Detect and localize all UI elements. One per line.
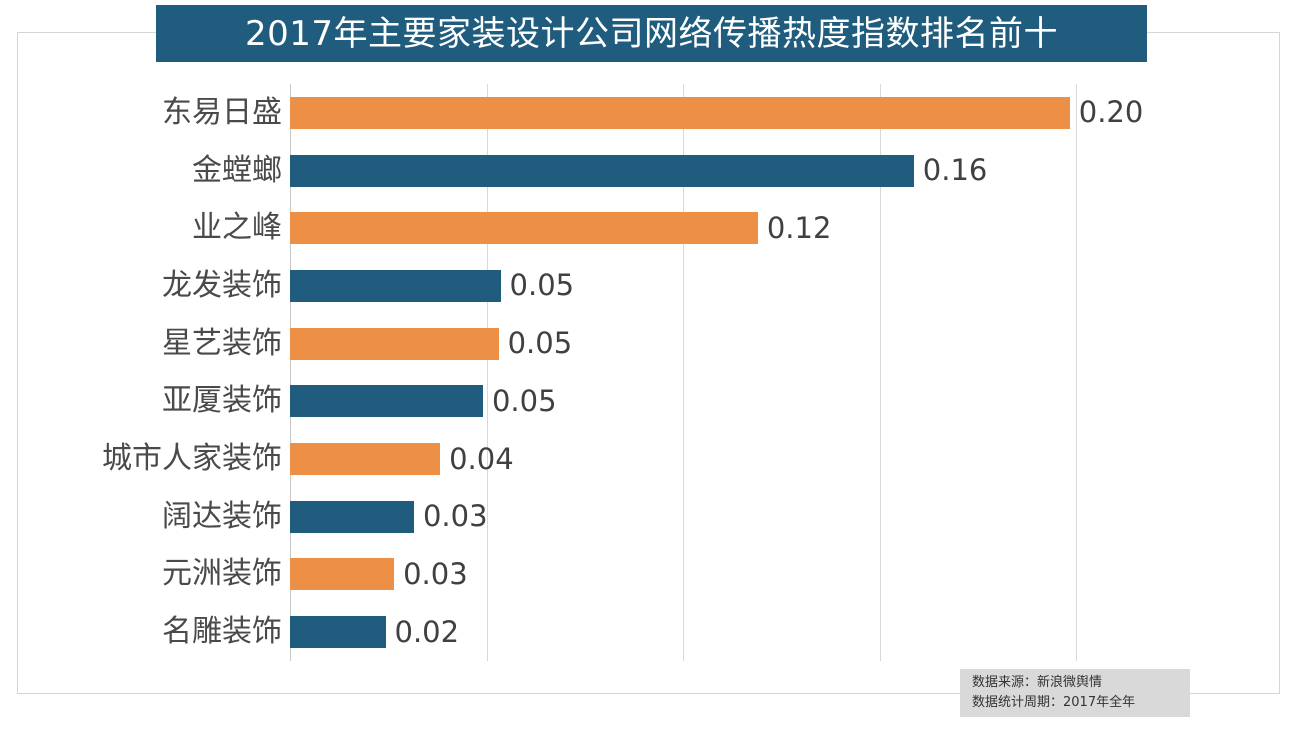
bar-row: 0.16 bbox=[290, 142, 1076, 200]
bar-row: 0.02 bbox=[290, 603, 1076, 661]
value-axis-line bbox=[290, 84, 291, 661]
bar-row: 0.05 bbox=[290, 315, 1076, 373]
bar-value-label: 0.03 bbox=[422, 499, 488, 534]
bar-row: 0.12 bbox=[290, 199, 1076, 257]
gridline bbox=[1076, 84, 1077, 661]
bar-value-label: 0.04 bbox=[449, 441, 514, 476]
category-label: 东易日盛 bbox=[162, 94, 282, 130]
bar-value-label: 0.05 bbox=[507, 326, 573, 361]
bar[interactable] bbox=[290, 558, 395, 591]
category-label: 龙发装饰 bbox=[162, 267, 282, 303]
gridline bbox=[683, 84, 684, 661]
bar[interactable] bbox=[290, 212, 758, 245]
bar[interactable] bbox=[290, 269, 501, 302]
page-title: 2017年主要家装设计公司网络传播热度指数排名前十 bbox=[244, 13, 1059, 54]
category-label: 亚厦装饰 bbox=[162, 383, 282, 419]
source-note: 数据来源：新浪微舆情 数据统计周期：2017年全年 bbox=[960, 669, 1190, 717]
gridline bbox=[486, 84, 488, 661]
category-label: 元洲装饰 bbox=[162, 556, 282, 592]
bar-row: 0.20 bbox=[290, 84, 1143, 142]
category-label: 金螳螂 bbox=[192, 152, 282, 188]
bar-row: 0.04 bbox=[290, 430, 1076, 488]
bar-row: 0.03 bbox=[290, 546, 1076, 604]
bar-value-label: 0.20 bbox=[1078, 95, 1144, 130]
category-label: 阔达装饰 bbox=[162, 498, 282, 534]
bar[interactable] bbox=[290, 500, 414, 533]
category-label: 星艺装饰 bbox=[162, 325, 282, 361]
period-line: 数据统计周期：2017年全年 bbox=[972, 695, 1136, 710]
category-label: 城市人家装饰 bbox=[102, 441, 282, 477]
bar-row: 0.05 bbox=[290, 373, 1076, 431]
bar[interactable] bbox=[290, 154, 914, 187]
bar[interactable] bbox=[290, 443, 441, 476]
bar-value-label: 0.12 bbox=[766, 210, 832, 245]
bar[interactable] bbox=[290, 616, 386, 649]
source-line: 数据来源：新浪微舆情 bbox=[972, 674, 1103, 690]
bar[interactable] bbox=[290, 96, 1070, 129]
bar-value-label: 0.03 bbox=[403, 556, 468, 591]
bar-value-label: 0.05 bbox=[491, 383, 557, 418]
bar-value-label: 0.16 bbox=[922, 153, 988, 188]
bar-value-label: 0.05 bbox=[509, 268, 575, 303]
category-label: 名雕装饰 bbox=[162, 614, 282, 650]
bar-row: 0.03 bbox=[290, 488, 1076, 546]
category-axis-labels: 东易日盛金螳螂业之峰龙发装饰星艺装饰亚厦装饰城市人家装饰阔达装饰元洲装饰名雕装饰 bbox=[30, 84, 282, 661]
bar-value-label: 0.02 bbox=[394, 614, 460, 649]
bar[interactable] bbox=[290, 327, 499, 360]
bar[interactable] bbox=[290, 385, 483, 418]
bar-row: 0.05 bbox=[290, 257, 1076, 315]
chart-title-banner: 2017年主要家装设计公司网络传播热度指数排名前十 bbox=[156, 5, 1147, 62]
category-label: 业之峰 bbox=[192, 210, 282, 246]
gridline bbox=[879, 84, 881, 661]
plot-area: 0.20 0.16 0.12 0.05 0.05 0.05 0.04 0.03 0.03 0.02 bbox=[290, 84, 1143, 661]
